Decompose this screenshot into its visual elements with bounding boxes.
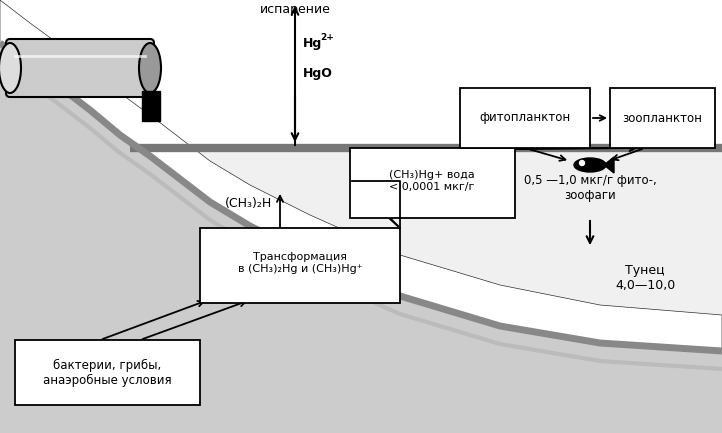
Text: Трансформация
в (CH₃)₂Hg и (CH₃)Hg⁺: Трансформация в (CH₃)₂Hg и (CH₃)Hg⁺ — [238, 252, 362, 274]
Ellipse shape — [139, 43, 161, 93]
Bar — [350, 148, 515, 218]
FancyBboxPatch shape — [6, 39, 154, 97]
Text: 0,5 —1,0 мкг/г фито-,
зоофаги: 0,5 —1,0 мкг/г фито-, зоофаги — [523, 174, 656, 202]
Bar — [200, 228, 400, 303]
Polygon shape — [0, 0, 722, 433]
Circle shape — [580, 161, 585, 165]
Bar — [142, 91, 160, 121]
Text: 2+: 2+ — [320, 33, 334, 42]
Polygon shape — [0, 0, 722, 351]
Polygon shape — [0, 148, 722, 433]
Polygon shape — [604, 157, 614, 173]
Text: HgO: HgO — [303, 67, 333, 80]
Text: Тунец
4,0—10,0: Тунец 4,0—10,0 — [615, 264, 675, 292]
Ellipse shape — [574, 158, 606, 172]
Text: испарение: испарение — [260, 3, 331, 16]
Text: Hg: Hg — [303, 36, 322, 49]
Text: бактерии, грибы,
анаэробные условия: бактерии, грибы, анаэробные условия — [43, 359, 171, 387]
Bar — [460, 88, 590, 148]
Ellipse shape — [0, 43, 21, 93]
Text: фитопланктон: фитопланктон — [479, 112, 570, 125]
Bar — [15, 340, 200, 405]
Text: (CH₃)₂H: (CH₃)₂H — [225, 197, 271, 210]
Text: зоопланктон: зоопланктон — [622, 112, 702, 125]
Text: (CH₃)Hg+ вода
< 0,0001 мкг/г: (CH₃)Hg+ вода < 0,0001 мкг/г — [389, 170, 475, 192]
Bar — [610, 88, 715, 148]
Polygon shape — [0, 43, 722, 433]
